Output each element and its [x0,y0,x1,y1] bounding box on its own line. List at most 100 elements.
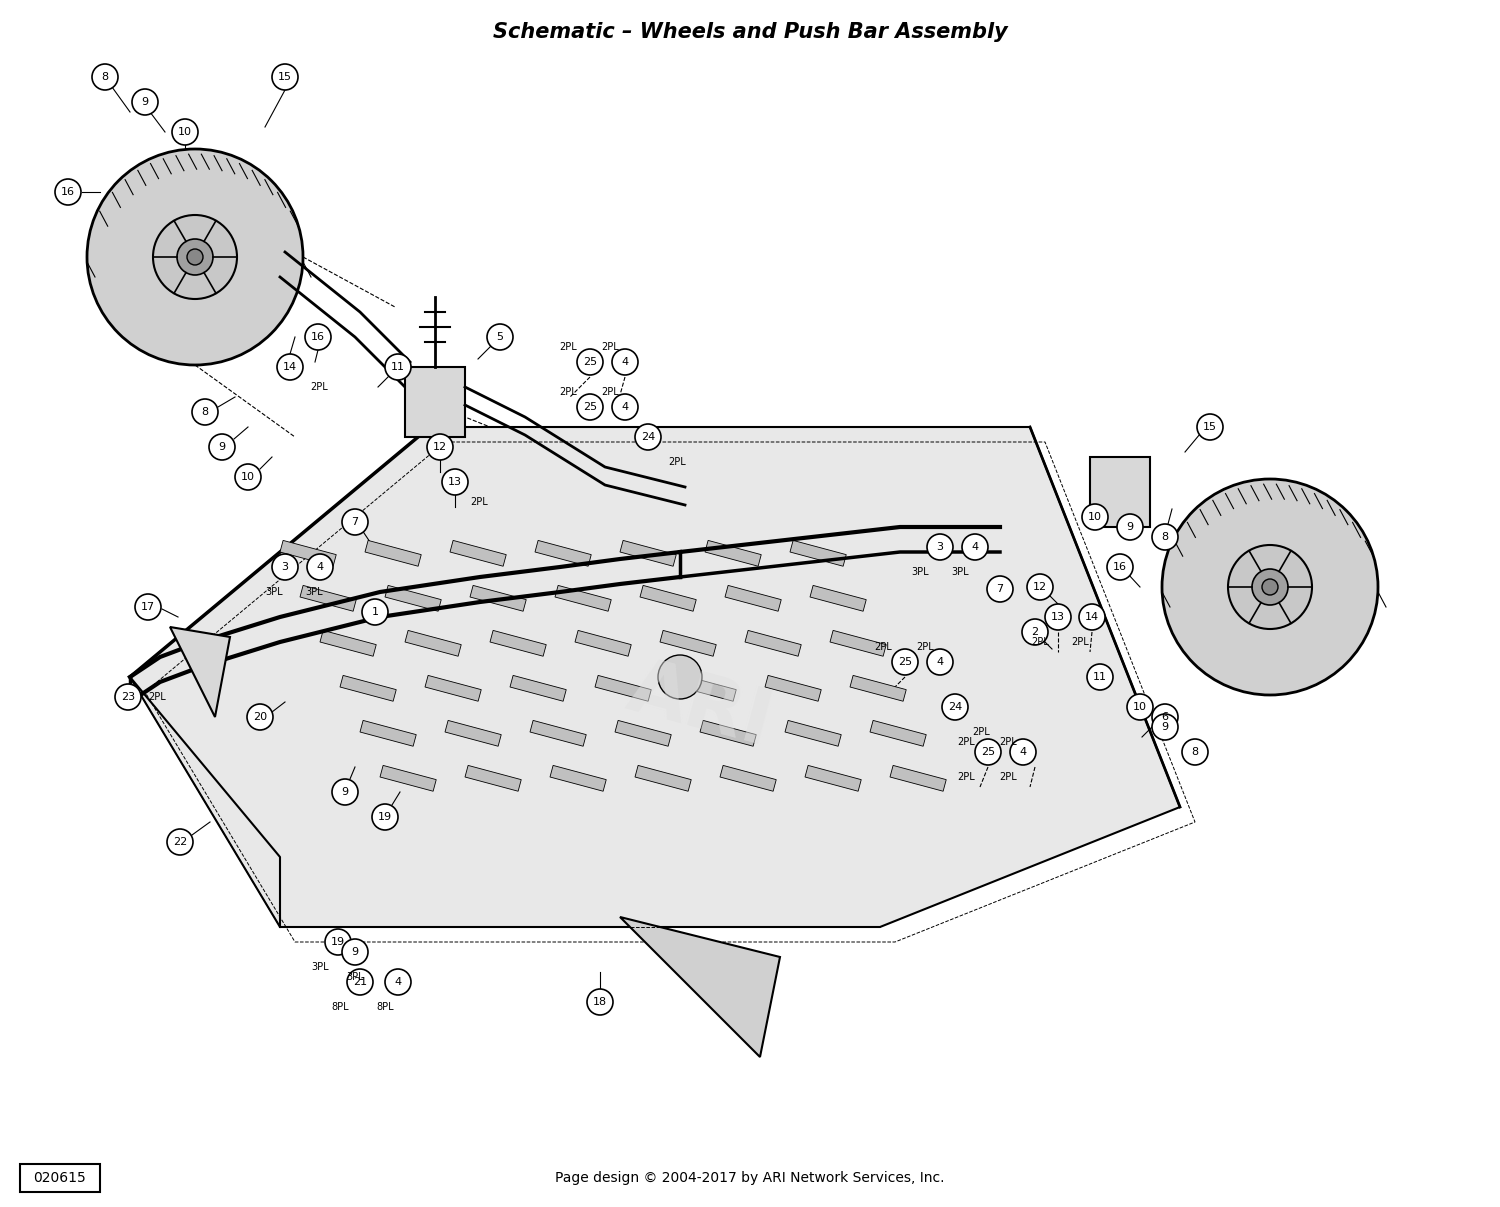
Text: 9: 9 [219,442,225,451]
Text: 8: 8 [201,407,208,416]
Circle shape [427,435,453,460]
Circle shape [987,576,1012,602]
Bar [386,585,441,611]
Bar [490,630,546,657]
Circle shape [1252,568,1288,605]
Text: 020615: 020615 [33,1171,87,1185]
Circle shape [56,179,81,205]
Text: 8: 8 [1161,532,1168,542]
Text: 9: 9 [1161,722,1168,731]
Text: 25: 25 [584,357,597,367]
Bar [20,1164,101,1193]
Circle shape [87,148,303,365]
Bar [724,585,782,611]
Bar [596,676,651,701]
Circle shape [1010,739,1036,765]
Text: 10: 10 [178,127,192,138]
Circle shape [975,739,1000,765]
Bar [634,765,692,792]
Circle shape [188,249,202,266]
Circle shape [1126,694,1154,721]
Text: 16: 16 [1113,562,1126,572]
Circle shape [166,829,194,855]
Text: 6: 6 [1161,712,1168,722]
Circle shape [1088,664,1113,690]
Text: 8: 8 [1191,747,1198,757]
Bar [806,765,861,792]
Bar [810,585,865,611]
Circle shape [1152,715,1178,740]
Text: 2PL: 2PL [668,457,686,467]
Bar [450,541,506,566]
Text: 2: 2 [1032,626,1038,637]
Bar [1090,457,1150,527]
Text: 5: 5 [496,332,504,342]
Circle shape [612,349,638,375]
Bar [280,541,336,566]
Bar [705,541,760,566]
Text: 4: 4 [936,657,944,667]
Text: 3PL: 3PL [951,567,969,577]
Text: 8PL: 8PL [376,1002,394,1011]
Circle shape [892,649,918,675]
Text: 2PL: 2PL [560,342,578,352]
Circle shape [942,694,968,721]
Text: 2PL: 2PL [999,737,1017,747]
Text: 3: 3 [936,542,944,552]
Text: 2PL: 2PL [310,381,327,392]
Text: 3PL: 3PL [304,587,322,597]
Text: 23: 23 [122,692,135,702]
Circle shape [578,393,603,420]
Circle shape [248,704,273,730]
Text: 11: 11 [1094,672,1107,682]
Bar [765,676,820,701]
Text: 3PL: 3PL [346,972,364,982]
Text: 2PL: 2PL [470,497,488,507]
Circle shape [332,779,358,805]
Circle shape [962,533,988,560]
Bar [615,721,670,746]
Text: 25: 25 [584,402,597,412]
Text: 2PL: 2PL [602,387,619,397]
Circle shape [209,435,236,460]
Circle shape [177,239,213,275]
Bar [700,721,756,746]
Text: 9: 9 [342,787,348,797]
Text: 2PL: 2PL [916,642,934,652]
Text: 15: 15 [1203,422,1216,432]
Circle shape [1228,546,1312,629]
Text: 4: 4 [1020,747,1026,757]
Circle shape [272,64,298,91]
Circle shape [172,119,198,145]
Text: 11: 11 [392,362,405,372]
Circle shape [1262,579,1278,595]
Circle shape [304,323,332,350]
Text: 10: 10 [242,472,255,482]
Text: 2PL: 2PL [957,737,975,747]
Text: 8: 8 [102,72,108,82]
Bar [720,765,776,792]
Text: 24: 24 [640,432,656,442]
Text: 2PL: 2PL [602,342,619,352]
Circle shape [442,470,468,495]
Text: 12: 12 [433,442,447,451]
Circle shape [346,969,374,995]
Circle shape [578,349,603,375]
Polygon shape [170,626,230,717]
Circle shape [927,649,952,675]
Circle shape [342,509,368,535]
Circle shape [1152,704,1178,730]
Text: 2PL: 2PL [999,772,1017,782]
Text: 19: 19 [332,937,345,947]
Bar [530,721,586,746]
Bar [405,630,460,657]
Circle shape [1046,604,1071,630]
Polygon shape [620,917,780,1057]
Circle shape [308,554,333,581]
Text: 22: 22 [172,836,188,847]
Bar [510,676,566,701]
Text: 1: 1 [372,607,378,617]
Bar [680,676,736,701]
Text: 21: 21 [352,976,368,987]
Circle shape [135,594,160,620]
